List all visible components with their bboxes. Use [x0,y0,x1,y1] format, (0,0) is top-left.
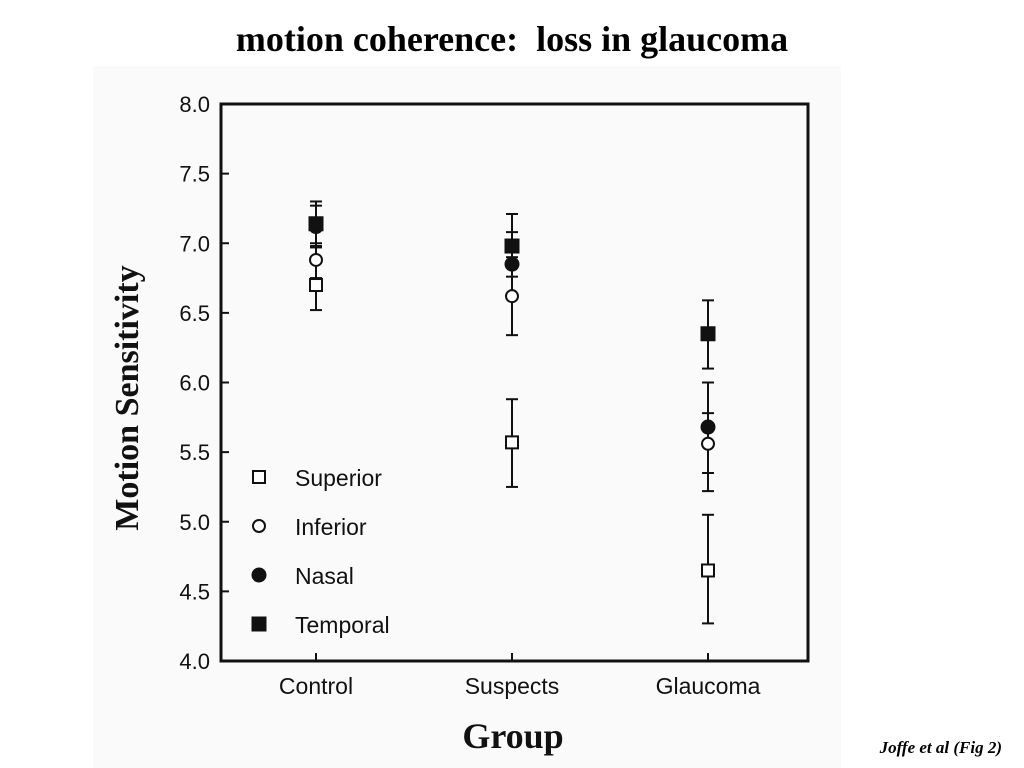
legend-marker-temporal [251,616,267,632]
y-tick-label: 6.5 [179,301,210,326]
point-superior [505,435,519,450]
point-inferior [309,252,323,267]
y-tick-label: 8.0 [179,92,210,117]
legend: Superior Inferior Nasal Temporal [251,465,390,638]
x-axis-categories: Control Suspects Glaucoma [279,653,761,699]
legend-label: Nasal [295,563,354,589]
x-category-label: Glaucoma [656,673,761,699]
legend-marker-superior [252,470,266,484]
legend-marker-nasal [251,567,267,583]
point-superior [309,278,323,293]
citation: Joffe et al (Fig 2) [879,738,1002,757]
point-inferior [701,436,715,451]
legend-marker-inferior [252,519,266,533]
x-category-label: Suspects [465,673,560,699]
data-marks [308,200,716,625]
y-axis-ticks: 4.0 4.5 5.0 5.5 6.0 6.5 7.0 7.5 8.0 [179,92,229,674]
legend-label: Superior [295,465,382,491]
point-temporal [308,216,324,232]
slide-title: motion coherence: loss in glaucoma [235,19,789,59]
point-superior [701,563,715,578]
y-tick-label: 5.5 [179,440,210,465]
point-temporal [504,238,520,254]
y-tick-label: 4.5 [179,579,210,604]
x-axis-label: Group [462,716,563,756]
y-tick-label: 6.0 [179,371,210,396]
legend-label: Inferior [295,514,367,540]
y-tick-label: 7.5 [179,162,210,187]
point-temporal [700,326,716,342]
y-axis-label: Motion Sensitivity [109,265,146,530]
point-nasal [504,256,520,272]
legend-label: Temporal [295,612,390,638]
point-nasal [700,419,716,435]
point-inferior [505,289,519,304]
y-tick-label: 5.0 [179,510,210,535]
y-tick-label: 4.0 [179,649,210,674]
figure-background [93,66,841,768]
x-category-label: Control [279,673,353,699]
y-tick-label: 7.0 [179,231,210,256]
